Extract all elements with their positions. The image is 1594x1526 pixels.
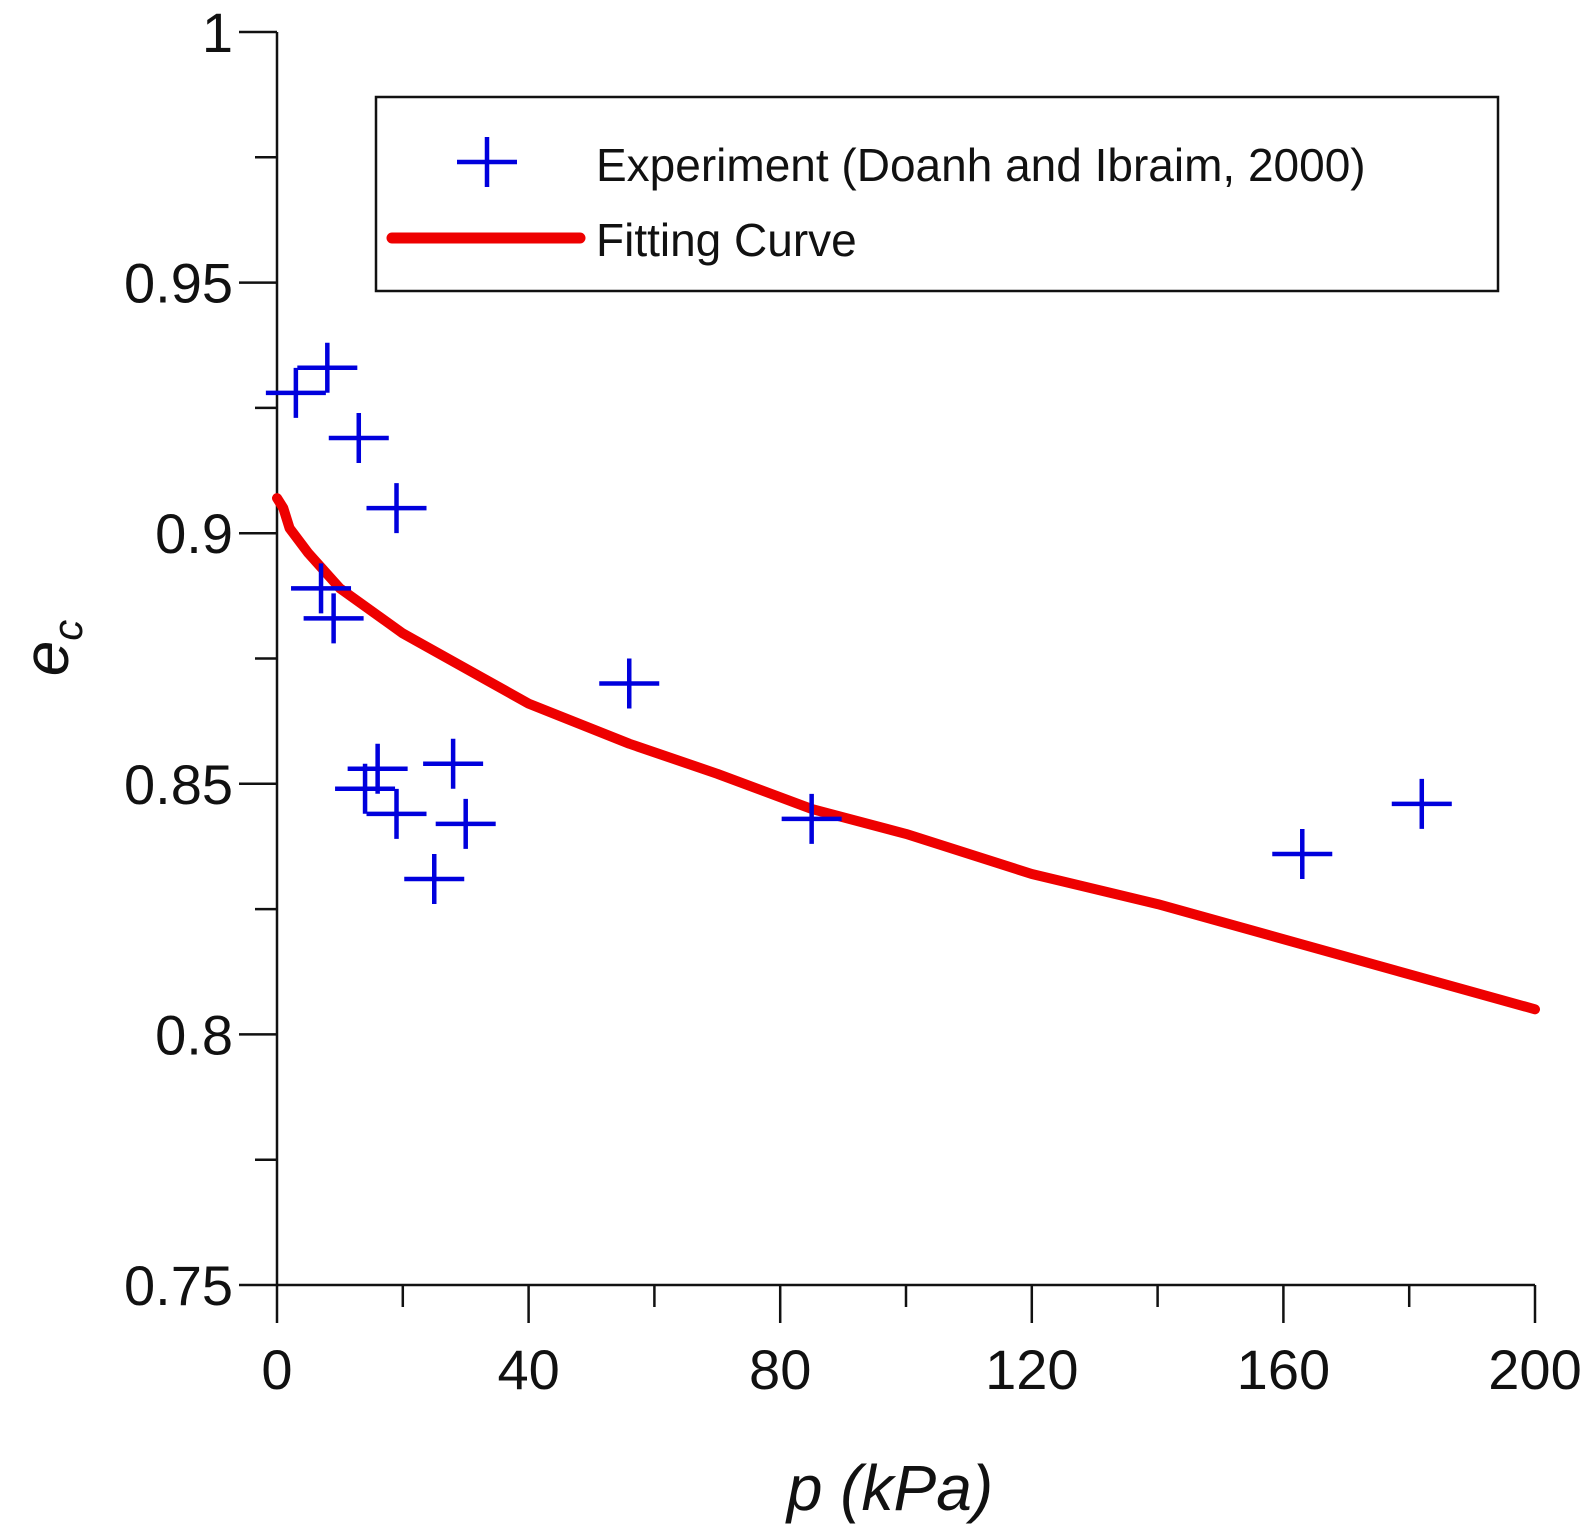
legend-plus-marker <box>457 137 517 187</box>
y-tick-label: 0.9 <box>155 502 233 565</box>
experiment-point <box>303 593 364 644</box>
legend-box <box>374 95 1500 293</box>
experiment-point <box>297 342 358 393</box>
experiment-point <box>366 483 427 534</box>
experiment-point <box>435 798 496 849</box>
experiment-point <box>599 658 660 709</box>
experiment-points-layer <box>265 342 1452 905</box>
experiment-point <box>265 367 326 418</box>
experiment-point <box>1272 828 1333 879</box>
y-axis-title: ec <box>10 620 91 677</box>
experiment-point <box>1391 778 1452 829</box>
experiment-point <box>781 793 842 844</box>
x-tick-label: 120 <box>985 1338 1078 1401</box>
fitting-curve-line <box>272 493 1540 1015</box>
experiment-point <box>366 788 427 839</box>
x-tick-label: 40 <box>497 1338 559 1401</box>
experiment-point <box>335 763 396 814</box>
y-tick-label: 1 <box>202 1 233 64</box>
y-tick-label: 0.95 <box>124 252 233 315</box>
experiment-point <box>423 738 484 789</box>
y-tick-label: 0.8 <box>155 1003 233 1066</box>
legend-label-experiment: Experiment (Doanh and Ibraim, 2000) <box>596 139 1366 191</box>
x-tick-label: 200 <box>1488 1338 1581 1401</box>
experiment-point <box>328 412 389 463</box>
experiment-point <box>291 563 352 614</box>
y-tick-label: 0.75 <box>124 1254 233 1317</box>
y-axis-title-subscript: c <box>44 620 91 641</box>
x-axis-title: p (kPa) <box>785 1452 993 1524</box>
x-tick-label: 160 <box>1237 1338 1330 1401</box>
legend: Experiment (Doanh and Ibraim, 2000) Fitt… <box>374 95 1500 293</box>
y-axis-title-main: e <box>10 641 82 677</box>
axes: 0.75 0.8 0.85 0.9 0.95 1 0 40 80 120 160 200 <box>124 1 1582 1401</box>
experiment-point <box>404 854 465 905</box>
x-tick-label: 0 <box>261 1338 292 1401</box>
legend-plus <box>457 137 517 187</box>
x-tick-label: 80 <box>749 1338 811 1401</box>
experiment-point <box>347 743 408 794</box>
y-tick-label: 0.85 <box>124 753 233 816</box>
legend-label-fitting-curve: Fitting Curve <box>596 214 857 266</box>
fitting-curve-layer <box>272 493 1540 1015</box>
